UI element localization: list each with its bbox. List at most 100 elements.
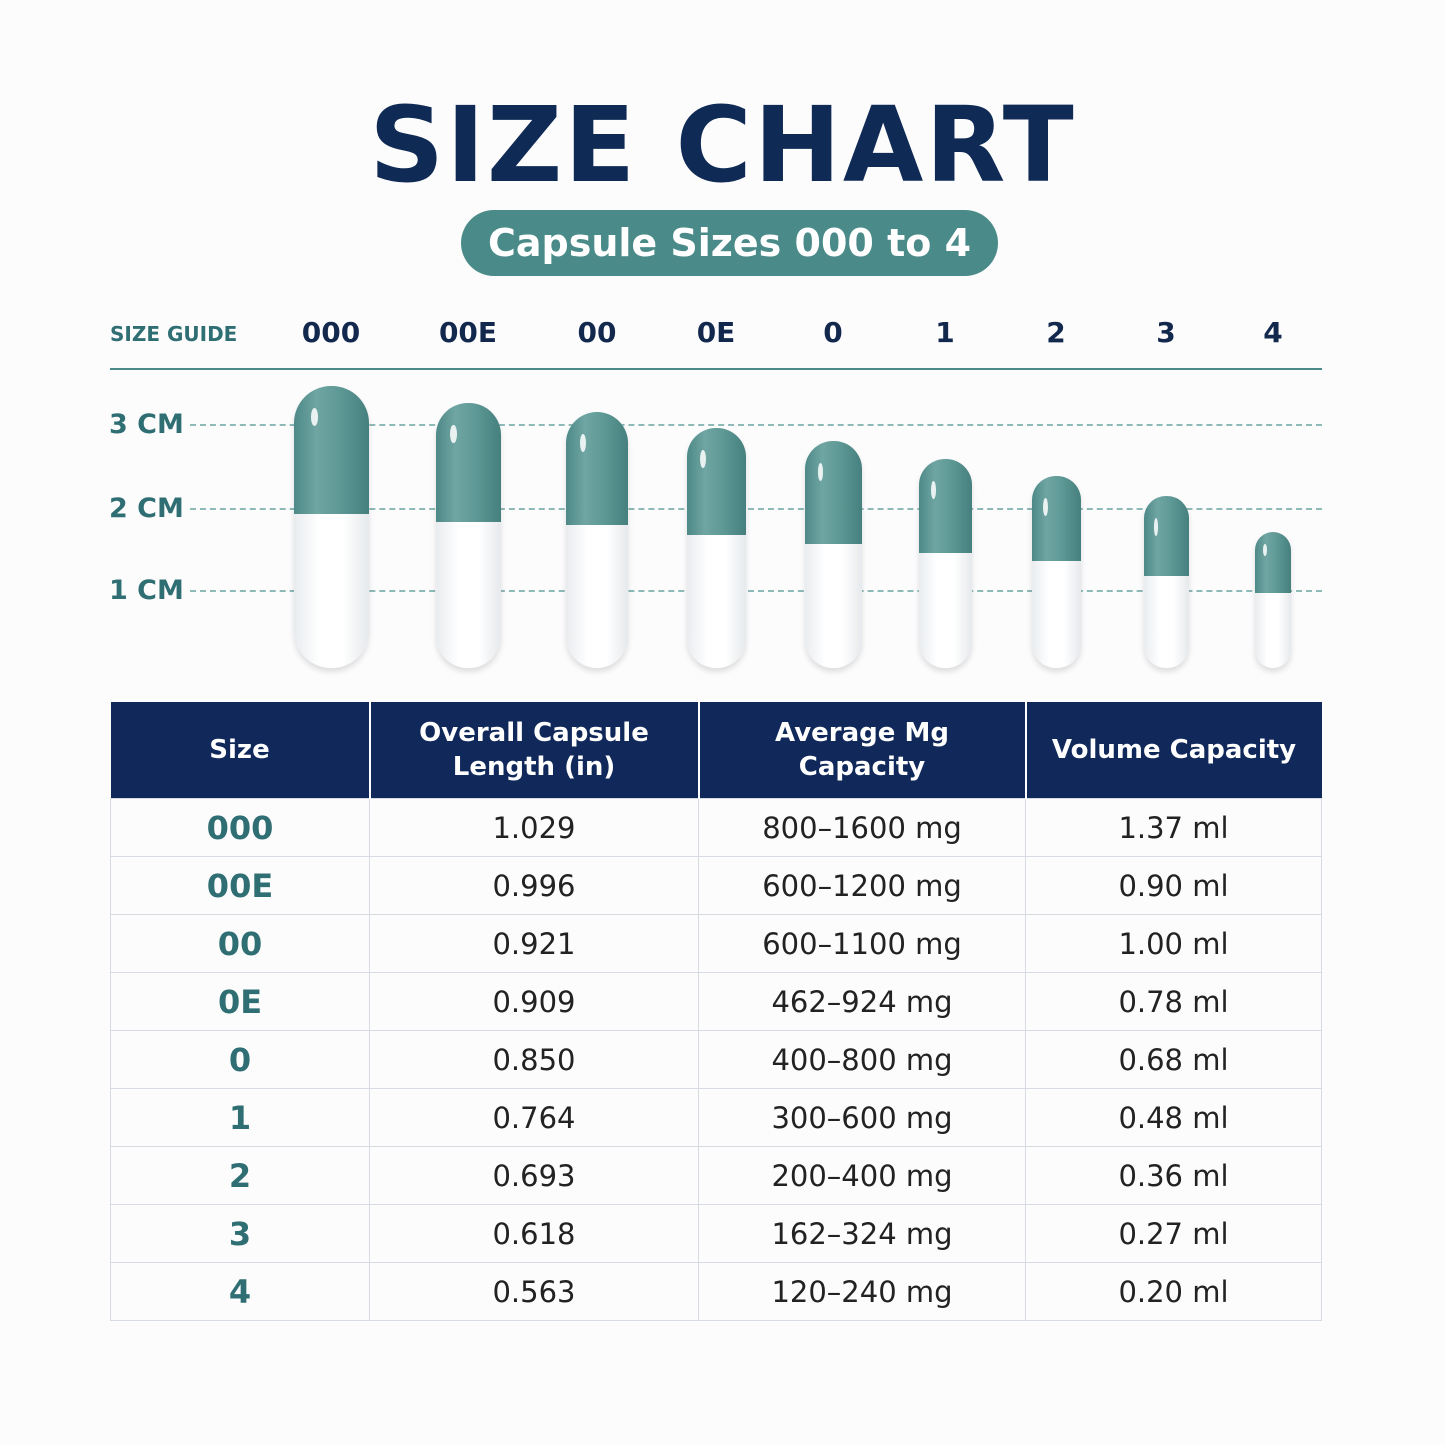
- capsule-highlight: [1153, 518, 1159, 536]
- capsule-body: [436, 522, 501, 668]
- cell-size: 000: [110, 798, 370, 857]
- capsule-highlight: [450, 425, 457, 443]
- cell-volume: 0.48 ml: [1025, 1088, 1322, 1147]
- cell-mg-capacity: 300–600 mg: [698, 1088, 1026, 1147]
- cell-volume: 0.36 ml: [1025, 1146, 1322, 1205]
- size-guide-label-00: 00: [577, 316, 617, 349]
- capsule-body: [294, 514, 369, 668]
- capsule-body: [919, 553, 972, 668]
- capsule-highlight: [699, 450, 706, 468]
- table-row: 1 0.764 300–600 mg 0.48 ml: [110, 1088, 1322, 1147]
- capsule-cap: [566, 412, 628, 525]
- capsule-body: [687, 535, 746, 668]
- size-guide-label-1: 1: [935, 316, 955, 349]
- size-guide-label-3: 3: [1156, 316, 1176, 349]
- cell-mg-capacity: 800–1600 mg: [698, 798, 1026, 857]
- capsule-highlight: [930, 481, 936, 499]
- cell-length: 0.921: [369, 914, 699, 973]
- cell-length: 0.618: [369, 1204, 699, 1263]
- scale-line-3cm: [190, 424, 1322, 426]
- cell-size: 3: [110, 1204, 370, 1263]
- cell-volume: 0.90 ml: [1025, 856, 1322, 915]
- table-row: 000 1.029 800–1600 mg 1.37 ml: [110, 798, 1322, 857]
- scale-label-1cm: 1 CM: [109, 575, 184, 606]
- capsule-highlight: [817, 463, 824, 481]
- capsule-cap: [919, 459, 972, 553]
- size-guide-label: SIZE GUIDE: [110, 322, 238, 346]
- scale-label-3cm: 3 CM: [109, 409, 184, 440]
- cell-size: 4: [110, 1262, 370, 1321]
- capsule-body: [1144, 576, 1189, 668]
- table-row: 00E 0.996 600–1200 mg 0.90 ml: [110, 856, 1322, 915]
- size-guide-label-2: 2: [1046, 316, 1066, 349]
- capsule-0e: [687, 428, 746, 668]
- table-header-row: Size Overall Capsule Length (in) Average…: [110, 702, 1322, 799]
- capsule-000: [294, 386, 369, 668]
- cell-volume: 0.78 ml: [1025, 972, 1322, 1031]
- cell-length: 0.850: [369, 1030, 699, 1089]
- capsule-2: [1032, 476, 1081, 668]
- scale-label-2cm: 2 CM: [109, 493, 184, 524]
- cell-mg-capacity: 600–1100 mg: [698, 914, 1026, 973]
- capsule-body: [805, 544, 862, 668]
- capsule-body: [1032, 561, 1081, 668]
- header-mg-capacity: Average Mg Capacity: [698, 702, 1027, 799]
- capsule-00e: [436, 403, 501, 668]
- cell-volume: 1.00 ml: [1025, 914, 1322, 973]
- cell-length: 1.029: [369, 798, 699, 857]
- cell-size: 00E: [110, 856, 370, 915]
- table-row: 2 0.693 200–400 mg 0.36 ml: [110, 1146, 1322, 1205]
- cell-mg-capacity: 120–240 mg: [698, 1262, 1026, 1321]
- capsule-highlight: [1042, 498, 1048, 516]
- cell-volume: 1.37 ml: [1025, 798, 1322, 857]
- size-guide-label-4: 4: [1263, 316, 1283, 349]
- header-length: Overall Capsule Length (in): [369, 702, 700, 799]
- cell-volume: 0.68 ml: [1025, 1030, 1322, 1089]
- table-row: 00 0.921 600–1100 mg 1.00 ml: [110, 914, 1322, 973]
- capsule-cap: [1032, 476, 1081, 561]
- size-guide-label-0: 0: [823, 316, 843, 349]
- cell-mg-capacity: 462–924 mg: [698, 972, 1026, 1031]
- capsule-3: [1144, 496, 1189, 668]
- header-size: Size: [110, 702, 371, 799]
- table-row: 0 0.850 400–800 mg 0.68 ml: [110, 1030, 1322, 1089]
- capsule-body: [1255, 593, 1291, 668]
- cell-volume: 0.20 ml: [1025, 1262, 1322, 1321]
- capsule-highlight: [579, 434, 586, 452]
- capsule-cap: [436, 403, 501, 522]
- cell-length: 0.996: [369, 856, 699, 915]
- scale-line-1cm: [190, 590, 1322, 592]
- cell-length: 0.909: [369, 972, 699, 1031]
- size-guide-divider: [110, 368, 1322, 370]
- header-volume-capacity: Volume Capacity: [1025, 702, 1322, 799]
- table-row: 3 0.618 162–324 mg 0.27 ml: [110, 1204, 1322, 1263]
- capsule-cap: [294, 386, 369, 514]
- cell-size: 0E: [110, 972, 370, 1031]
- cell-length: 0.764: [369, 1088, 699, 1147]
- cell-size: 00: [110, 914, 370, 973]
- cell-length: 0.563: [369, 1262, 699, 1321]
- capsule-0: [805, 441, 862, 668]
- cell-mg-capacity: 600–1200 mg: [698, 856, 1026, 915]
- cell-size: 2: [110, 1146, 370, 1205]
- cell-mg-capacity: 200–400 mg: [698, 1146, 1026, 1205]
- cell-size: 0: [110, 1030, 370, 1089]
- capsule-cap: [687, 428, 746, 535]
- size-guide-label-0e: 0E: [696, 316, 736, 349]
- capsule-1: [919, 459, 972, 668]
- cell-volume: 0.27 ml: [1025, 1204, 1322, 1263]
- capsule-00: [566, 412, 628, 668]
- capsule-cap: [805, 441, 862, 544]
- cell-size: 1: [110, 1088, 370, 1147]
- capsule-highlight: [310, 408, 318, 426]
- cell-length: 0.693: [369, 1146, 699, 1205]
- table-row: 0E 0.909 462–924 mg 0.78 ml: [110, 972, 1322, 1031]
- capsule-size-table: Size Overall Capsule Length (in) Average…: [110, 702, 1322, 1321]
- scale-line-2cm: [190, 508, 1322, 510]
- size-guide-label-000: 000: [301, 316, 361, 349]
- capsule-4: [1255, 532, 1291, 668]
- table-row: 4 0.563 120–240 mg 0.20 ml: [110, 1262, 1322, 1321]
- cell-mg-capacity: 162–324 mg: [698, 1204, 1026, 1263]
- capsule-cap: [1255, 532, 1291, 593]
- capsule-highlight: [1262, 544, 1267, 556]
